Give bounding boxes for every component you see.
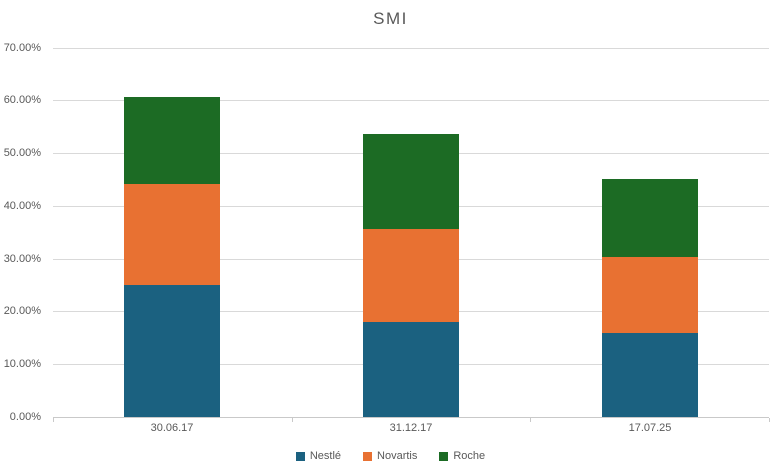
axis-tick [769,418,770,422]
y-axis-label: 70.00% [3,42,41,54]
bar-segment-novartis-30-06-17[interactable] [124,184,220,285]
gridline [53,100,769,101]
legend-swatch-novartis [363,451,373,461]
gridline [53,48,769,49]
bar-segment-nestle-30-06-17[interactable] [124,285,220,417]
chart-title: SMI [373,9,408,28]
bar-segment-roche-31-12-17[interactable] [363,134,459,229]
x-axis-label: 30.06.17 [150,422,194,434]
x-axis-line [53,417,769,418]
legend-item-roche[interactable]: Roche [439,450,485,462]
legend: Nestlé Novartis Roche [0,450,781,462]
bar-segment-roche-30-06-17[interactable] [124,97,220,184]
bar-segment-novartis-31-12-17[interactable] [363,229,459,322]
legend-label-roche: Roche [453,450,486,462]
y-axis-label: 10.00% [3,358,41,370]
y-axis-label: 40.00% [3,200,41,212]
y-axis-label: 60.00% [3,94,41,106]
legend-label-novartis: Novartis [377,450,418,462]
axis-tick [292,418,293,422]
legend-swatch-nestle [295,451,305,461]
y-axis-label: 30.00% [3,253,41,265]
legend-item-nestle[interactable]: Nestlé [295,450,342,462]
bar-segment-nestle-31-12-17[interactable] [363,322,459,417]
bar-segment-novartis-17-07-25[interactable] [602,257,698,333]
axis-tick [530,418,531,422]
legend-label-nestle: Nestlé [309,450,342,462]
legend-item-novartis[interactable]: Novartis [363,450,417,462]
y-axis-label: 0.00% [9,411,41,423]
x-axis-label: 31.12.17 [389,422,433,434]
legend-swatch-roche [439,451,449,461]
bar-segment-roche-17-07-25[interactable] [602,179,698,257]
x-axis-label: 17.07.25 [628,422,672,434]
bar-segment-nestle-17-07-25[interactable] [602,333,698,417]
y-axis-label: 20.00% [3,305,41,317]
y-axis-label: 50.00% [3,147,41,159]
axis-tick [53,418,54,422]
